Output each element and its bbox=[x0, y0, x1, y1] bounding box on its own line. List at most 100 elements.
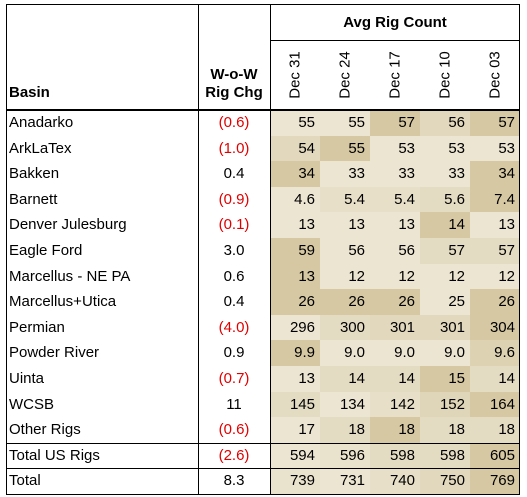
rig-count-cell: 594 bbox=[270, 442, 320, 469]
rig-count-cell: 9.6 bbox=[470, 340, 520, 366]
rig-count-cell: 18 bbox=[420, 417, 470, 443]
basin-name: Eagle Ford bbox=[9, 242, 83, 259]
rig-count-table: Basin W-o-W Rig Chg Avg Rig Count Dec 31… bbox=[6, 4, 520, 495]
rig-count-cell: 5.4 bbox=[320, 186, 370, 213]
change-header-line2: Rig Chg bbox=[205, 84, 263, 101]
basin-name: Permian bbox=[9, 318, 65, 336]
basin-header: Basin bbox=[9, 84, 50, 101]
wow-change: 0.6 bbox=[223, 267, 245, 285]
table-row: Marcellus - NE PA 0.6 13 12 12 12 12 bbox=[6, 263, 520, 290]
rig-count-cell: 731 bbox=[320, 468, 370, 494]
rig-count-cell: 25 bbox=[420, 289, 470, 315]
rig-count-cell: 34 bbox=[470, 161, 520, 187]
wow-change: (2.6) bbox=[218, 446, 250, 464]
rig-count-cell: 12 bbox=[420, 263, 470, 290]
rig-count-cell: 13 bbox=[370, 212, 420, 238]
wow-change: (0.9) bbox=[218, 190, 250, 208]
rig-count-cell: 13 bbox=[470, 212, 520, 238]
table-row: WCSB 11 145 134 142 152 164 bbox=[6, 391, 520, 418]
rig-count-cell: 145 bbox=[270, 391, 320, 418]
table-row: Permian (4.0) 296 300 301 301 304 bbox=[6, 314, 520, 341]
rig-count-cell: 56 bbox=[320, 238, 370, 264]
date-header-label: Dec 03 bbox=[486, 51, 503, 99]
rig-count-cell: 605 bbox=[470, 442, 520, 469]
table-row: Marcellus+Utica 0.4 26 26 26 25 26 bbox=[6, 289, 520, 315]
table-row: Eagle Ford 3.0 59 56 56 57 57 bbox=[6, 238, 520, 264]
rig-count-cell: 13 bbox=[270, 366, 320, 392]
rig-count-cell: 56 bbox=[420, 110, 470, 136]
rig-count-cell: 9.0 bbox=[320, 340, 370, 366]
date-header-label: Dec 17 bbox=[386, 51, 403, 99]
table-row: Powder River 0.9 9.9 9.0 9.0 9.0 9.6 bbox=[6, 340, 520, 366]
rig-count-cell: 13 bbox=[270, 212, 320, 238]
avg-rig-count-header: Avg Rig Count bbox=[343, 14, 447, 31]
rig-count-cell: 769 bbox=[470, 468, 520, 494]
table-row: Total US Rigs (2.6) 594 596 598 598 605 bbox=[6, 442, 520, 469]
rig-count-cell: 12 bbox=[470, 263, 520, 290]
rig-count-cell: 26 bbox=[320, 289, 370, 315]
rig-count-cell: 53 bbox=[470, 135, 520, 162]
column-divider bbox=[198, 4, 199, 494]
rig-count-cell: 14 bbox=[470, 366, 520, 392]
basin-name: Uinta bbox=[9, 370, 45, 387]
wow-change: 0.4 bbox=[223, 165, 245, 183]
table-row: Barnett (0.9) 4.6 5.4 5.4 5.6 7.4 bbox=[6, 186, 520, 213]
rig-count-cell: 26 bbox=[270, 289, 320, 315]
wow-change: (1.0) bbox=[218, 139, 250, 157]
basin-name: Barnett bbox=[9, 190, 58, 208]
basin-name: Total US Rigs bbox=[9, 446, 100, 464]
rig-count-cell: 33 bbox=[320, 161, 370, 187]
date-header-label: Dec 24 bbox=[336, 51, 353, 99]
date-header: Dec 03 bbox=[470, 44, 519, 106]
rig-count-cell: 7.4 bbox=[470, 186, 520, 213]
total-divider bbox=[6, 468, 520, 470]
date-header: Dec 24 bbox=[320, 44, 369, 106]
rig-count-cell: 26 bbox=[470, 289, 520, 315]
total-us-divider bbox=[6, 442, 520, 444]
rig-count-cell: 55 bbox=[320, 110, 370, 136]
table-row: ArkLaTex (1.0) 54 55 53 53 53 bbox=[6, 135, 520, 162]
wow-change: 11 bbox=[226, 395, 242, 413]
rig-count-cell: 152 bbox=[420, 391, 470, 418]
rig-count-cell: 18 bbox=[320, 417, 370, 443]
rig-count-cell: 598 bbox=[420, 442, 470, 469]
table-row: Uinta (0.7) 13 14 14 15 14 bbox=[6, 366, 520, 392]
table-row: Bakken 0.4 34 33 33 33 34 bbox=[6, 161, 520, 187]
rig-count-cell: 55 bbox=[270, 110, 320, 136]
rig-count-cell: 13 bbox=[320, 212, 370, 238]
rig-count-cell: 57 bbox=[470, 238, 520, 264]
basin-name: ArkLaTex bbox=[9, 139, 72, 157]
date-header-label: Dec 31 bbox=[286, 51, 303, 99]
table-border-top bbox=[6, 4, 520, 5]
rig-count-cell: 301 bbox=[370, 314, 420, 341]
rig-count-cell: 34 bbox=[270, 161, 320, 187]
wow-change: (0.6) bbox=[218, 421, 250, 439]
rig-count-cell: 5.6 bbox=[420, 186, 470, 213]
column-divider bbox=[270, 4, 271, 494]
rig-count-cell: 598 bbox=[370, 442, 420, 469]
basin-name: Powder River bbox=[9, 344, 100, 362]
wow-change: (0.6) bbox=[218, 114, 250, 131]
basin-name: Marcellus+Utica bbox=[9, 293, 117, 311]
rig-count-cell: 57 bbox=[420, 238, 470, 264]
basin-name: Denver Julesburg bbox=[9, 216, 127, 234]
basin-name: Bakken bbox=[9, 165, 60, 183]
header-divider bbox=[270, 40, 520, 41]
rig-count-cell: 596 bbox=[320, 442, 370, 469]
rig-count-cell: 59 bbox=[270, 238, 320, 264]
rig-count-cell: 18 bbox=[370, 417, 420, 443]
rig-count-cell: 53 bbox=[420, 135, 470, 162]
rig-count-cell: 18 bbox=[470, 417, 520, 443]
basin-name: Marcellus - NE PA bbox=[9, 267, 131, 285]
rig-count-cell: 4.6 bbox=[270, 186, 320, 213]
wow-change: (4.0) bbox=[218, 318, 250, 336]
rig-count-cell: 55 bbox=[320, 135, 370, 162]
change-header-line1: W-o-W bbox=[210, 66, 258, 83]
table-row: Total 8.3 739 731 740 750 769 bbox=[6, 468, 520, 494]
rig-count-cell: 739 bbox=[270, 468, 320, 494]
wow-change: 0.4 bbox=[223, 293, 245, 311]
header-bottom-line bbox=[6, 109, 520, 111]
rig-count-cell: 54 bbox=[270, 135, 320, 162]
table-border-right bbox=[519, 4, 520, 494]
rig-count-cell: 33 bbox=[420, 161, 470, 187]
